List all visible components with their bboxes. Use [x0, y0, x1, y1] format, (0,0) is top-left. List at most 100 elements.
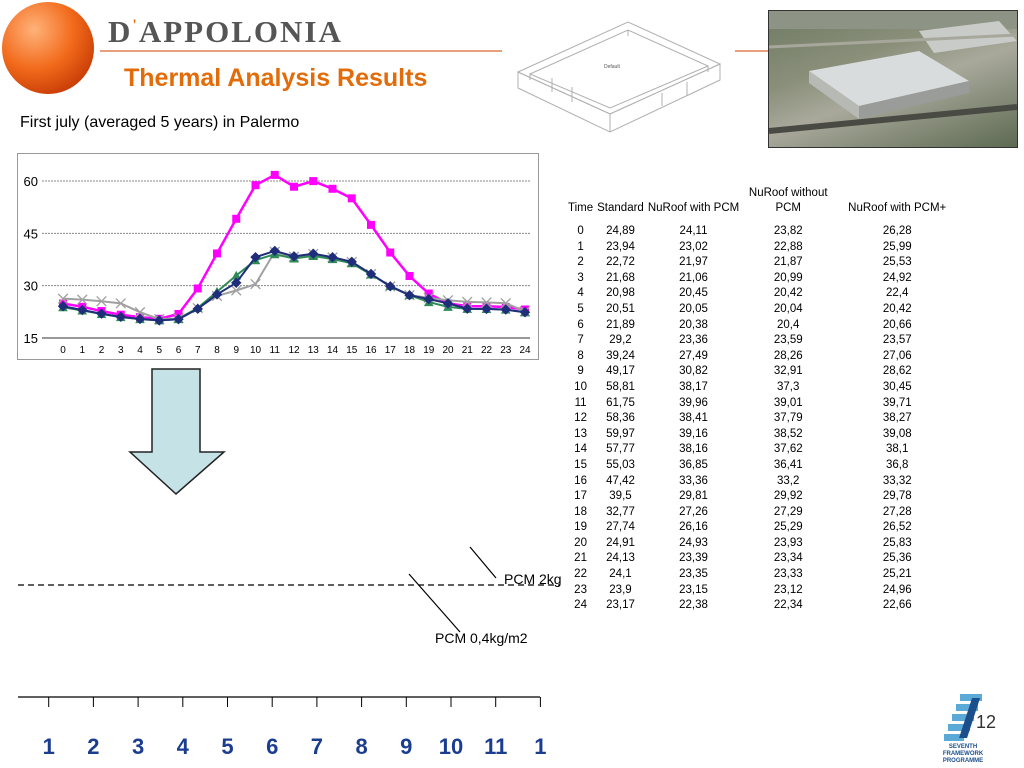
table-cell: 22,66 [882, 599, 912, 612]
model-label: Default [604, 64, 620, 70]
data-point [232, 214, 241, 223]
table-cell: 39,5 [609, 490, 632, 503]
table-cell: 30,82 [679, 365, 708, 378]
table-cell: 36,85 [679, 458, 708, 471]
table-cell: 58,81 [606, 380, 635, 393]
data-point [154, 315, 165, 326]
table-cell: 22,38 [679, 599, 708, 612]
table-cell: 16 [574, 474, 587, 487]
data-point [481, 297, 492, 308]
table-cell: 23,93 [773, 536, 803, 549]
table-cell: 22,72 [606, 256, 635, 269]
x-tick-label: 24 [519, 345, 531, 356]
table-cell: 37,3 [777, 380, 800, 393]
data-point [134, 313, 146, 325]
data-point [134, 306, 146, 318]
table-cell: 39,71 [882, 396, 912, 409]
data-point [269, 245, 280, 257]
zoom-x-tick-label: 2 [87, 734, 99, 759]
table-row: 22 24,1 23,35 23,33 25,21 [566, 567, 959, 583]
table-cell: 22,34 [773, 599, 803, 612]
zoom-x-tick-label: 9 [400, 734, 412, 759]
data-point [328, 184, 337, 193]
x-tick-label: 10 [250, 345, 262, 356]
x-tick-label: 5 [156, 345, 162, 356]
table-cell: 30,45 [882, 380, 912, 393]
table-row: 11 61,75 39,96 39,01 39,71 [566, 396, 959, 412]
table-cell: 25,53 [882, 256, 912, 269]
table-cell: 24,1 [609, 568, 632, 581]
data-point [250, 251, 261, 263]
x-tick-label: 17 [385, 345, 397, 356]
table-cell: 21,89 [606, 318, 635, 331]
table-cell: 38,27 [882, 412, 912, 425]
table-cell: 2 [577, 256, 584, 269]
table-cell: 39,24 [606, 349, 635, 362]
table-cell: 23,02 [679, 240, 708, 253]
data-point [193, 284, 202, 293]
table-cell: 32,91 [773, 365, 803, 378]
zoom-x-tick-label: 5 [221, 734, 233, 759]
brand-logo: D'APPOLONIA [108, 14, 343, 49]
data-point [192, 303, 203, 315]
series-line-2 [62, 253, 526, 322]
x-tick-label: 19 [423, 345, 435, 356]
data-point [77, 304, 88, 316]
building-wireframe-model: Default [516, 21, 722, 133]
x-tick-label: 21 [462, 345, 474, 356]
table-cell: 5 [577, 302, 584, 315]
table-row: 4 20,98 20,45 20,42 22,4 [566, 286, 959, 302]
data-point [347, 194, 356, 203]
fp7-logo [944, 694, 982, 741]
table-cell: 24,13 [606, 552, 635, 565]
data-point [290, 182, 298, 191]
table-row: 7 29,2 23,36 23,59 23,57 [566, 333, 959, 349]
table-row: 19 27,74 26,16 25,29 26,52 [566, 520, 959, 536]
table-cell: 13 [574, 427, 587, 440]
table-cell: 23,36 [679, 334, 708, 347]
table-cell: 61,75 [606, 396, 635, 409]
table-cell: 23,39 [679, 552, 708, 565]
table-row: 10 58,81 38,17 37,3 30,45 [566, 380, 959, 396]
table-cell: 20,42 [773, 287, 803, 300]
table-cell: 12 [574, 412, 587, 425]
table-cell: 27,06 [882, 349, 912, 362]
y-tick-label: 15 [24, 331, 38, 346]
table-row: 24 23,17 22,38 22,34 22,66 [566, 598, 959, 614]
table-row: 0 24,89 24,11 23,82 26,28 [566, 224, 959, 240]
data-point [405, 272, 414, 281]
table-cell: 23 [574, 583, 587, 596]
x-tick-label: 23 [500, 345, 512, 356]
pcm-04kg-pointer [408, 573, 461, 633]
table-cell: 20,04 [773, 302, 803, 315]
data-point [442, 298, 454, 309]
zoom-x-tick-label: 4 [177, 734, 190, 759]
table-row: 6 21,89 20,38 20,4 20,66 [566, 318, 959, 334]
table-cell: 20,38 [679, 318, 708, 331]
table-cell: 33,36 [679, 474, 708, 487]
data-point [230, 285, 242, 296]
table-cell: 38,52 [773, 427, 803, 440]
table-cell: 29,2 [609, 334, 632, 347]
table-row: 16 47,42 33,36 33,2 33,32 [566, 474, 959, 490]
data-point [250, 278, 261, 290]
x-tick-label: 4 [137, 345, 143, 356]
data-point [500, 304, 511, 315]
table-cell: 28,62 [882, 365, 912, 378]
x-tick-label: 6 [176, 345, 182, 356]
x-tick-label: 18 [404, 345, 416, 356]
data-point [96, 308, 107, 319]
table-cell: 20,98 [606, 287, 635, 300]
table-cell: 39,96 [679, 396, 708, 409]
table-row: 15 55,03 36,85 36,41 36,8 [566, 458, 959, 474]
data-point [404, 290, 415, 301]
table-cell: 20,51 [606, 302, 635, 315]
table-header-cell: NuRoof without PCM [748, 187, 828, 214]
x-tick-label: 15 [346, 345, 358, 356]
data-point [270, 170, 279, 179]
table-cell: 23,59 [773, 334, 803, 347]
table-cell: 38,17 [679, 380, 708, 393]
x-tick-label: 3 [118, 345, 124, 356]
zoom-x-tick-label: 11 [484, 734, 507, 759]
